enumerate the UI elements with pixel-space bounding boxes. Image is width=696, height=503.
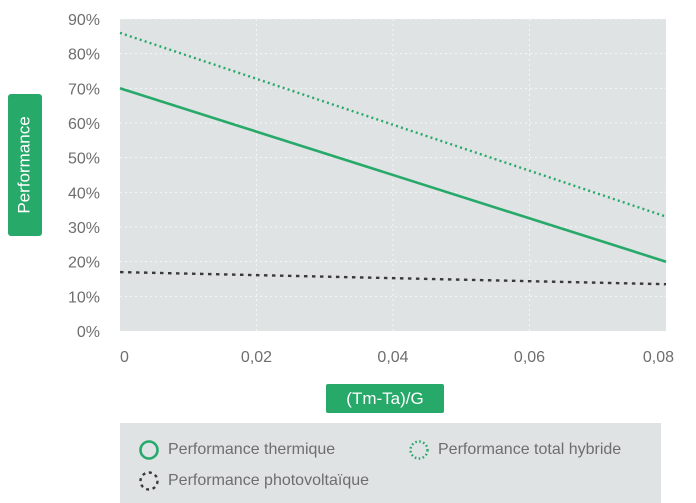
legend-item-photovoltaique: Performance photovoltaïque: [138, 469, 369, 493]
legend: Performance thermique Performance total …: [120, 423, 661, 503]
series-line-1: [119, 31, 667, 218]
grid: [120, 18, 666, 331]
y-tick-label: 60%: [68, 116, 100, 133]
series-line-2: [119, 270, 667, 286]
legend-item-hybride: Performance total hybride: [408, 438, 621, 462]
y-tick-label: 80%: [68, 47, 100, 64]
y-axis-label: Performance: [8, 94, 42, 236]
y-tick-label: 10%: [68, 289, 100, 306]
y-axis-ticks: 0% 10% 20% 30% 40% 50% 60% 70% 80% 90%: [68, 12, 100, 341]
y-axis-label-text: Performance: [15, 116, 35, 214]
x-tick-label: 0,04: [377, 349, 408, 366]
y-tick-label: 30%: [68, 220, 100, 237]
y-tick-label: 70%: [68, 81, 100, 98]
y-tick-label: 20%: [68, 255, 100, 272]
series-lines: [119, 31, 667, 286]
y-tick-label: 40%: [68, 185, 100, 202]
series-line-0: [119, 87, 667, 263]
y-tick-label: 50%: [68, 151, 100, 168]
x-tick-label: 0,08: [643, 349, 674, 366]
x-tick-label: 0,02: [241, 349, 272, 366]
x-axis-label: (Tm-Ta)/G: [326, 384, 444, 413]
chart: 0%10%20%30%40%50%60%70%80%90% 0 0,02 0,04 0…: [68, 12, 674, 366]
y-tick-label: 0%: [77, 324, 100, 341]
legend-label: Performance thermique: [168, 441, 336, 458]
dotted-circle-icon: [409, 440, 429, 460]
x-tick-label: 0: [120, 349, 129, 366]
solid-circle-icon: [139, 440, 159, 460]
y-tick-label: 90%: [68, 12, 100, 29]
x-axis-ticks: 0 0,02 0,04 0,06 0,08: [120, 349, 674, 366]
dashed-circle-icon: [139, 471, 159, 491]
legend-label: Performance photovoltaïque: [168, 472, 370, 489]
legend-label: Performance total hybride: [438, 441, 622, 458]
legend-item-thermique: Performance thermique: [138, 438, 335, 462]
x-tick-label: 0,06: [514, 349, 545, 366]
